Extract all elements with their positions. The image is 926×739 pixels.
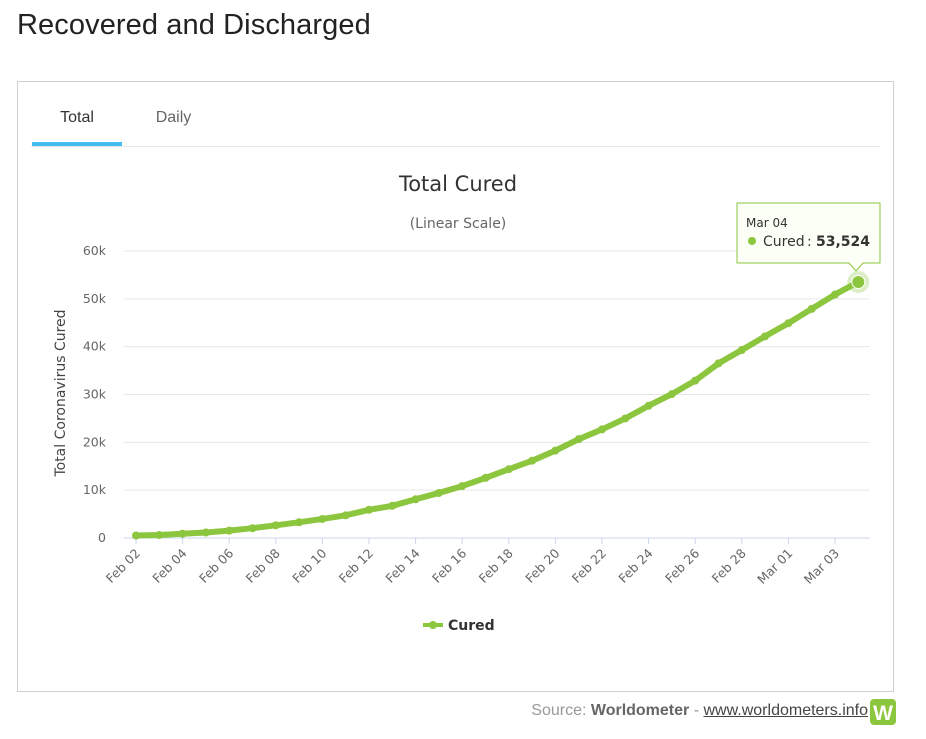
chart-subtitle: (Linear Scale): [410, 216, 507, 232]
data-point[interactable]: [458, 482, 467, 491]
chart-tabs: Total Daily: [31, 96, 880, 147]
x-tick-label: Feb 26: [662, 545, 702, 585]
data-point[interactable]: [621, 414, 630, 423]
x-tick-label: Feb 04: [149, 545, 189, 585]
data-point[interactable]: [807, 304, 816, 313]
legend-swatch-dot: [429, 621, 437, 629]
data-point[interactable]: [714, 359, 723, 368]
x-tick-label: Feb 20: [522, 545, 562, 585]
chart-title: Total Cured: [398, 172, 517, 196]
data-point[interactable]: [225, 526, 234, 535]
data-point[interactable]: [132, 531, 140, 540]
y-tick-label: 0: [98, 530, 106, 545]
data-point[interactable]: [528, 456, 537, 465]
data-point[interactable]: [295, 518, 304, 527]
x-tick-label: Feb 18: [476, 545, 516, 585]
data-point[interactable]: [365, 505, 373, 514]
data-point[interactable]: [178, 529, 187, 538]
data-point[interactable]: [551, 446, 560, 455]
source-attribution: Source: Worldometer - www.worldometers.i…: [531, 702, 868, 720]
x-tick-label: Feb 24: [615, 545, 655, 585]
tooltip-series-name: Cured: [763, 234, 805, 250]
data-point[interactable]: [644, 401, 653, 410]
y-tick-label: 20k: [83, 434, 107, 449]
data-point[interactable]: [481, 473, 490, 482]
tooltip-colon: :: [807, 234, 812, 250]
legend-item-cured[interactable]: Cured: [448, 618, 495, 634]
data-point[interactable]: [271, 521, 280, 530]
source-separator: -: [693, 702, 700, 719]
tooltip-series-dot: [748, 237, 756, 245]
x-tick-label: Feb 14: [382, 545, 422, 585]
data-point[interactable]: [784, 319, 793, 328]
data-point[interactable]: [388, 501, 397, 510]
y-tick-label: 60k: [83, 243, 107, 258]
cured-line-chart: Total Cured (Linear Scale) 0 10k 20k 30k 40k…: [53, 172, 881, 634]
data-point[interactable]: [434, 488, 443, 497]
x-tick-label: Mar 01: [754, 546, 795, 587]
chart-panel: Total Daily Total Cured (Linear Scale) 0…: [17, 81, 894, 692]
x-tick-label: Feb 02: [103, 546, 143, 586]
data-point[interactable]: [667, 390, 676, 399]
data-point[interactable]: [504, 465, 513, 474]
data-point[interactable]: [248, 524, 257, 533]
data-point[interactable]: [411, 495, 420, 504]
y-tick-label: 10k: [83, 482, 107, 497]
data-point[interactable]: [574, 435, 583, 444]
tooltip-value: 53,524: [816, 234, 870, 250]
data-point[interactable]: [598, 425, 606, 434]
x-tick-label: Mar 03: [801, 546, 842, 587]
x-tick-label: Feb 28: [709, 545, 749, 585]
source-name: Worldometer: [590, 702, 690, 719]
y-tick-label: 50k: [83, 291, 107, 306]
data-point[interactable]: [691, 376, 700, 385]
x-tick-label: Feb 16: [429, 545, 469, 585]
worldometer-logo-icon[interactable]: W: [870, 699, 896, 725]
data-point[interactable]: [341, 511, 350, 520]
x-tick-label: Feb 06: [196, 545, 236, 585]
tooltip: Mar 04 Cured : 53,524: [736, 202, 881, 272]
y-tick-label: 30k: [83, 387, 107, 402]
data-point[interactable]: [761, 332, 770, 341]
data-point[interactable]: [201, 528, 210, 537]
y-axis-title: Total Coronavirus Cured: [53, 309, 69, 477]
source-link[interactable]: www.worldometers.info: [703, 702, 869, 719]
x-tick-label: Feb 10: [289, 545, 329, 585]
data-point-hovered[interactable]: [851, 274, 866, 289]
tab-daily[interactable]: Daily: [155, 109, 192, 126]
tab-total[interactable]: Total: [32, 96, 122, 146]
x-tick-label: Feb 22: [569, 546, 609, 586]
x-tick-label: Feb 12: [336, 546, 376, 586]
data-point[interactable]: [737, 346, 746, 355]
data-point[interactable]: [155, 530, 164, 539]
data-point[interactable]: [318, 514, 327, 523]
y-tick-label: 40k: [83, 339, 107, 354]
source-prefix: Source:: [531, 702, 587, 719]
data-point[interactable]: [831, 290, 839, 299]
logo-letter: W: [873, 702, 893, 725]
tooltip-date: Mar 04: [746, 216, 788, 230]
series-line-cured: [133, 278, 862, 539]
page-title: Recovered and Discharged: [17, 9, 371, 41]
x-tick-label: Feb 08: [243, 545, 283, 585]
